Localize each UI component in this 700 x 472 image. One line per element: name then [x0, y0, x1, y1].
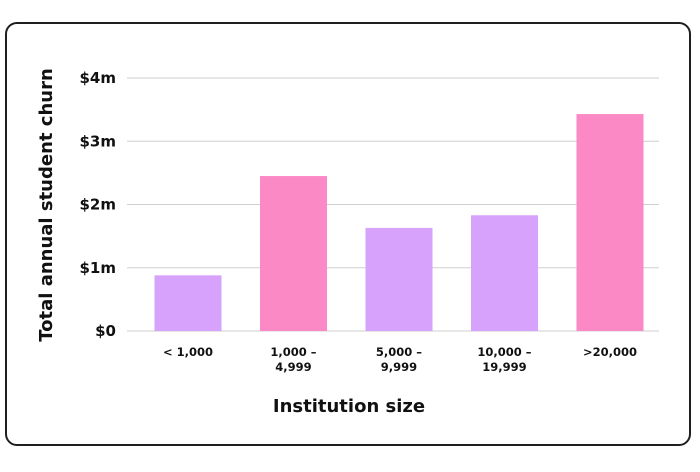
- x-tick-label: 5,000 –9,999: [376, 345, 422, 374]
- y-axis-title: Total annual student churn: [36, 68, 57, 342]
- y-tick-label: $1m: [79, 259, 116, 277]
- bar: [576, 114, 644, 332]
- bar: [471, 215, 538, 331]
- x-tick-label: 1,000 –4,999: [270, 345, 316, 374]
- y-tick-label: $0: [95, 322, 116, 340]
- y-axis-ticks: $0 $1m $2m $3m $4m: [79, 69, 116, 340]
- y-tick-label: $2m: [79, 196, 116, 214]
- bar: [260, 176, 327, 331]
- y-tick-label: $3m: [79, 132, 116, 150]
- bar: [365, 227, 433, 331]
- x-tick-label: < 1,000: [163, 345, 213, 359]
- x-axis-ticks: < 1,000 1,000 –4,999 5,000 –9,999 10,000 –1…: [163, 345, 637, 374]
- x-axis-title: Institution size: [273, 396, 425, 417]
- x-tick-label: >20,000: [583, 345, 637, 359]
- y-tick-label: $4m: [79, 69, 116, 87]
- bars: [154, 114, 644, 332]
- x-tick-label: 10,000 –19,999: [477, 345, 531, 374]
- bar: [154, 275, 222, 331]
